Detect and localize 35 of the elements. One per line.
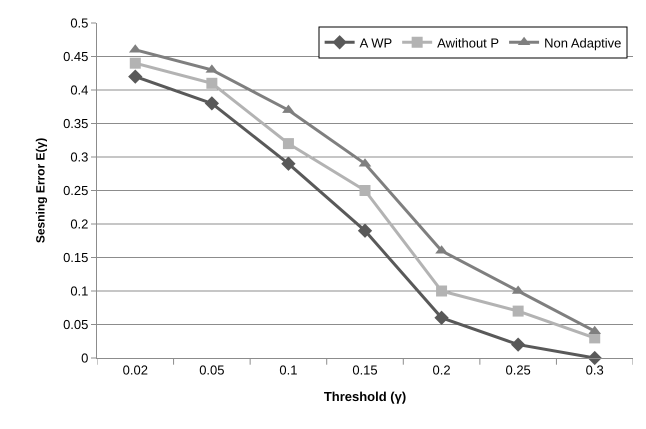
- y-tick-label: 0.45: [63, 49, 88, 64]
- point: [510, 337, 526, 352]
- y-tick-label: 0.3: [70, 150, 88, 165]
- point: [130, 58, 141, 69]
- point: [434, 310, 449, 325]
- y-tick-label: 0.25: [63, 183, 88, 198]
- legend-label: A WP: [360, 35, 392, 50]
- y-tick-label: 0.2: [70, 216, 88, 232]
- y-tick-label: 0: [81, 350, 88, 366]
- y-tick-label: 0.15: [63, 250, 88, 266]
- legend-label: Non Adaptive: [544, 35, 622, 50]
- point: [128, 69, 142, 84]
- x-tick-label: 0.1: [279, 362, 298, 378]
- x-tick-label: 0.15: [352, 362, 378, 378]
- x-tick-label: 0.05: [199, 362, 225, 378]
- x-axis-title: Threshold (γ): [324, 389, 406, 404]
- y-axis-title: Sesning Error E(γ): [33, 138, 48, 244]
- point: [206, 78, 218, 89]
- point: [281, 156, 296, 171]
- y-tick-label: 0.4: [70, 82, 88, 98]
- x-tick-label: 0.25: [505, 362, 531, 378]
- x-tick-label: 0.3: [586, 362, 604, 378]
- y-tick-label: 0.05: [63, 317, 88, 332]
- point: [512, 306, 524, 317]
- point: [282, 138, 294, 150]
- x-tick-label: 0.02: [122, 362, 148, 378]
- y-tick-label: 0.5: [70, 16, 88, 31]
- legend-label: Awithout P: [437, 35, 500, 50]
- x-tick-label: 0.2: [432, 362, 451, 378]
- point: [436, 286, 448, 296]
- point: [358, 224, 372, 238]
- y-tick-label: 0.35: [63, 116, 88, 132]
- point: [204, 96, 220, 111]
- y-tick-label: 0.1: [70, 284, 88, 299]
- point: [360, 185, 370, 196]
